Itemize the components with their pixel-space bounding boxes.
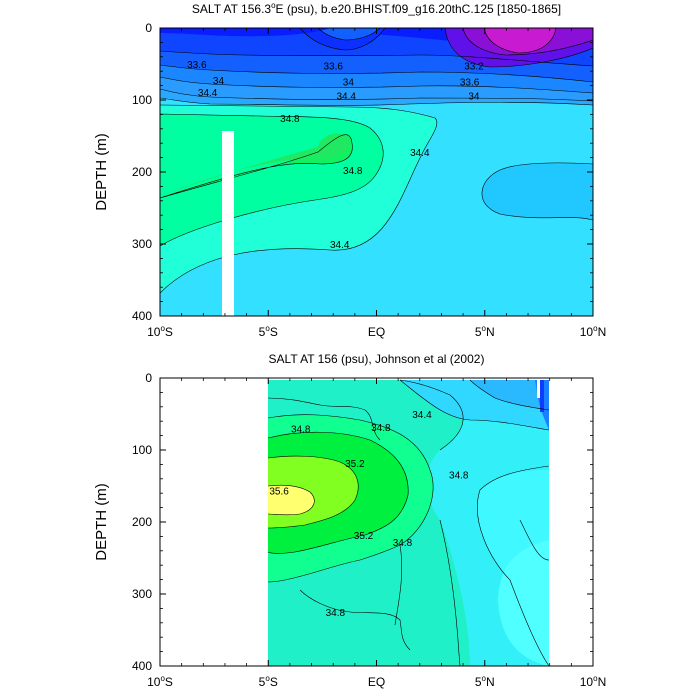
top-contour-label: 34 (213, 76, 225, 87)
bottom-contour-lines (267, 379, 550, 666)
top-contour-label: 33.6 (323, 61, 343, 72)
top-x-tick-label: 10oN (580, 324, 606, 339)
bottom-contour-label: 34.8 (371, 423, 391, 434)
top-contour-labels: 33.6 33.6 33.234 34 33.634.4 34.4 3434.834.834… (187, 60, 484, 251)
top-y-tick-label: 400 (132, 309, 152, 323)
bottom-y-tick-label: 0 (145, 371, 152, 385)
bottom-x-tick-label: 5oS (259, 674, 278, 689)
top-contour-label: 34.4 (336, 92, 356, 103)
top-x-tick-label: 10oS (147, 324, 173, 339)
bottom-contour-label: 35.2 (345, 459, 365, 470)
bottom-chart-title: SALT AT 156 (psu), Johnson et al (2002) (269, 352, 485, 366)
bottom-contour-fill (268, 380, 549, 666)
top-contour-fill (160, 28, 593, 316)
top-missing-data-strip (222, 131, 234, 316)
top-x-axis: 10oS 5oS EQ 5oN 10oN (147, 28, 606, 339)
bottom-y-tick-label: 400 (132, 659, 152, 673)
bottom-y-axis: 0 100 200 300 400 (132, 371, 593, 673)
bottom-contour-label: 35.6 (269, 486, 289, 497)
top-contour-label: 33.6 (187, 60, 207, 71)
bottom-contour-label: 34.8 (326, 608, 346, 619)
top-y-tick-label: 300 (132, 237, 152, 251)
top-contour-label: 33.6 (460, 77, 480, 88)
top-contour-label: 34.8 (343, 166, 363, 177)
top-contour-label: 34 (468, 92, 480, 103)
bottom-x-tick-label: 10oN (580, 674, 606, 689)
bottom-y-tick-label: 200 (132, 515, 152, 529)
top-y-tick-label: 200 (132, 165, 152, 179)
top-chart-title: SALT AT 156.3oE (psu), b.e20.BHIST.f09_g… (192, 1, 561, 16)
bottom-contour-label: 34.8 (449, 470, 469, 481)
top-y-tick-label: 100 (132, 93, 152, 107)
top-y-tick-label: 0 (145, 21, 152, 35)
top-contour-label: 34 (343, 77, 355, 88)
top-x-tick-label: 5oS (259, 324, 278, 339)
bottom-y-tick-label: 300 (132, 587, 152, 601)
bottom-contour-label: 34.4 (412, 410, 432, 421)
top-y-axis-label: DEPTH (m) (93, 133, 110, 211)
top-y-axis: 0 100 200 300 400 (132, 21, 593, 323)
top-panel: SALT AT 156.3oE (psu), b.e20.BHIST.f09_g… (93, 1, 606, 339)
top-contour-label: 34.4 (410, 148, 430, 159)
top-contour-label: 34.4 (330, 240, 350, 251)
bottom-x-tick-label: 10oS (147, 674, 173, 689)
top-contour-label: 33.2 (464, 61, 484, 72)
bottom-y-tick-label: 100 (132, 443, 152, 457)
top-contour-label: 34.4 (198, 88, 218, 99)
bottom-contour-labels: 34.8 34.4 34.8 35.2 35.6 35.2 34.8 34.8 34.8 (269, 410, 469, 619)
bottom-y-axis-label: DEPTH (m) (93, 483, 110, 561)
bottom-x-axis: 10oS 5oS EQ 5oN 10oN (147, 378, 606, 689)
bottom-x-tick-label: 5oN (475, 674, 495, 689)
bottom-panel: SALT AT 156 (psu), Johnson et al (2002) (93, 352, 606, 689)
bottom-contour-label: 34.8 (291, 424, 311, 435)
bottom-contour-label: 35.2 (354, 531, 374, 542)
top-x-tick-label: EQ (368, 325, 385, 339)
top-x-tick-label: 5oN (475, 324, 495, 339)
top-contour-lines (160, 28, 593, 294)
bottom-contour-label: 34.8 (393, 538, 413, 549)
top-contour-label: 34.8 (280, 114, 300, 125)
bottom-x-tick-label: EQ (368, 675, 385, 689)
